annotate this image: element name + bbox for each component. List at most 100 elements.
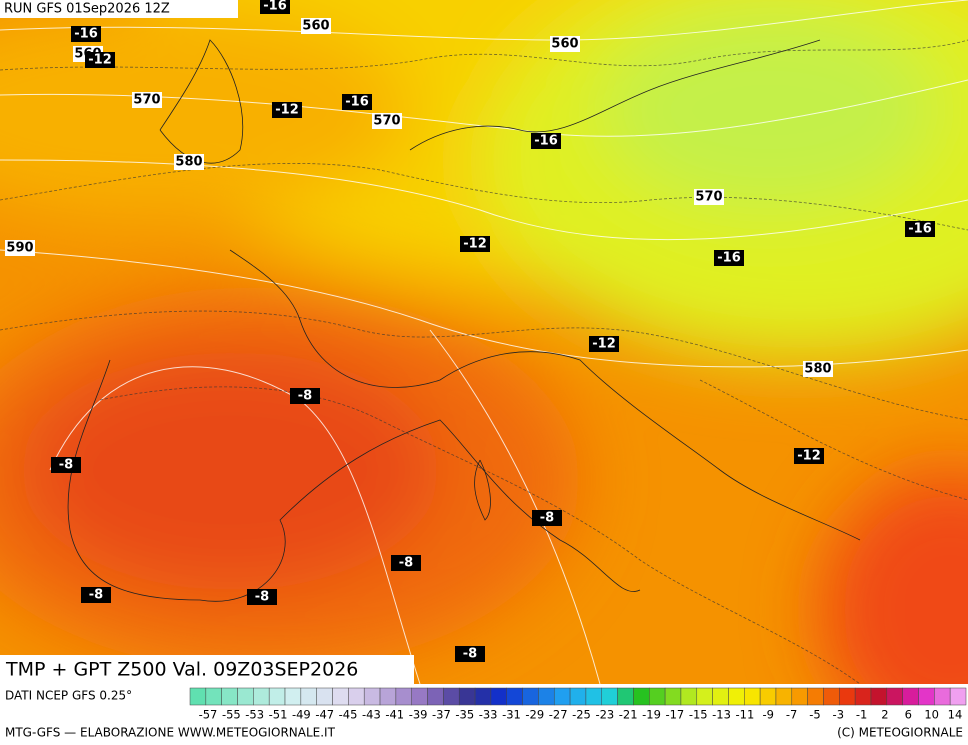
run-box bbox=[0, 0, 238, 18]
height-label: 560 bbox=[551, 37, 578, 52]
scale-swatch bbox=[506, 687, 523, 706]
scale-label: -35 bbox=[455, 708, 474, 722]
temperature-label: -8 bbox=[463, 647, 477, 662]
scale-label: -49 bbox=[292, 708, 311, 722]
temperature-label-box bbox=[81, 587, 111, 603]
temperature-label-box bbox=[589, 336, 619, 352]
scale-label: 6 bbox=[905, 708, 912, 722]
scale-label: -55 bbox=[222, 708, 241, 722]
temperature-label-box bbox=[71, 26, 101, 42]
scale-swatch bbox=[839, 687, 856, 706]
credit: MTG-GFS — ELABORAZIONE WWW.METEOGIORNALE… bbox=[5, 726, 336, 740]
scale-label: -31 bbox=[502, 708, 521, 722]
scale-swatch bbox=[427, 687, 444, 706]
scale-swatch bbox=[886, 687, 903, 706]
temperature-label: -12 bbox=[592, 337, 616, 352]
temperature-label: -8 bbox=[298, 389, 312, 404]
scale-swatch bbox=[253, 687, 270, 706]
height-label-box bbox=[132, 92, 162, 108]
scale-label: 2 bbox=[881, 708, 888, 722]
scale-label: -37 bbox=[432, 708, 451, 722]
scale-swatch bbox=[490, 687, 507, 706]
scale-swatch bbox=[205, 687, 222, 706]
scale-label: 14 bbox=[948, 708, 963, 722]
scale-swatch bbox=[791, 687, 808, 706]
scale-label: -33 bbox=[479, 708, 498, 722]
scale-swatch bbox=[633, 687, 650, 706]
height-label-box bbox=[5, 240, 35, 256]
scale-swatch bbox=[553, 687, 571, 706]
temperature-label-box bbox=[342, 94, 372, 110]
scale-swatch bbox=[744, 687, 761, 706]
scale-swatch bbox=[221, 687, 238, 706]
scale-swatch bbox=[918, 687, 935, 706]
height-label-box bbox=[174, 154, 204, 170]
height-label: 570 bbox=[133, 93, 160, 108]
temperature-label-box bbox=[531, 133, 561, 149]
temperature-label-box bbox=[794, 448, 824, 464]
temperature-label: -16 bbox=[74, 27, 98, 42]
scale-swatch bbox=[601, 687, 618, 706]
temperature-label: -8 bbox=[89, 588, 103, 603]
scale-swatch bbox=[268, 687, 286, 706]
height-label: 570 bbox=[695, 190, 722, 205]
coastlines bbox=[67, 39, 861, 602]
height-label-box bbox=[550, 36, 580, 52]
scale-label: -29 bbox=[525, 708, 544, 722]
scale-swatch bbox=[538, 687, 555, 706]
scale-swatch bbox=[474, 687, 492, 706]
source-label: DATI NCEP GFS 0.25° bbox=[5, 689, 132, 703]
temperature-label: -12 bbox=[797, 449, 821, 464]
scale-label: -39 bbox=[409, 708, 428, 722]
temperature-label-box bbox=[247, 589, 277, 605]
scale-label: -23 bbox=[595, 708, 614, 722]
scale-label: -5 bbox=[809, 708, 820, 722]
height-label-box bbox=[694, 189, 724, 205]
height-label: 580 bbox=[804, 362, 831, 377]
scale-swatch bbox=[664, 687, 682, 706]
height-label: 560 bbox=[302, 19, 329, 34]
temperature-label: -12 bbox=[463, 237, 487, 252]
scale-swatch bbox=[585, 687, 603, 706]
scale-swatch bbox=[696, 687, 713, 706]
temperature-label: -16 bbox=[345, 95, 369, 110]
scale-swatch bbox=[411, 687, 428, 706]
scale-swatch bbox=[363, 687, 381, 706]
scale-swatch bbox=[237, 687, 254, 706]
height-label-box bbox=[803, 361, 833, 377]
scale-swatch bbox=[728, 687, 745, 706]
scale-label: -25 bbox=[572, 708, 591, 722]
scale-swatch bbox=[934, 687, 951, 706]
height-label-box bbox=[301, 18, 331, 34]
temperature-label-box bbox=[391, 555, 421, 571]
scale-label: -9 bbox=[763, 708, 774, 722]
scale-swatch bbox=[949, 687, 967, 706]
temperature-label: -12 bbox=[88, 53, 112, 68]
scale-swatch bbox=[316, 687, 333, 706]
isotherms bbox=[0, 39, 968, 684]
height-label: 570 bbox=[373, 114, 400, 129]
title-box bbox=[0, 655, 414, 684]
temperature-label-box bbox=[532, 510, 562, 526]
scale-swatch bbox=[300, 687, 317, 706]
map-title: TMP + GPT Z500 Val. 09Z03SEP2026 bbox=[5, 659, 358, 681]
scale-swatch bbox=[395, 687, 412, 706]
scale-label: -57 bbox=[199, 708, 218, 722]
scale-label: 10 bbox=[924, 708, 939, 722]
scale-swatch bbox=[189, 687, 207, 706]
scale-swatch bbox=[522, 687, 539, 706]
temperature-label: -16 bbox=[717, 251, 741, 266]
scale-swatch bbox=[823, 687, 840, 706]
temperature-label: -16 bbox=[908, 222, 932, 237]
scale-swatch bbox=[712, 687, 729, 706]
scale-swatch bbox=[458, 687, 476, 706]
temperature-label: -8 bbox=[255, 590, 269, 605]
temperature-label: -16 bbox=[534, 134, 558, 149]
scale-label: -43 bbox=[362, 708, 381, 722]
scale-swatch bbox=[443, 687, 460, 706]
scale-label: -53 bbox=[245, 708, 264, 722]
scale-label: -11 bbox=[736, 708, 755, 722]
scale-swatch bbox=[569, 687, 587, 706]
